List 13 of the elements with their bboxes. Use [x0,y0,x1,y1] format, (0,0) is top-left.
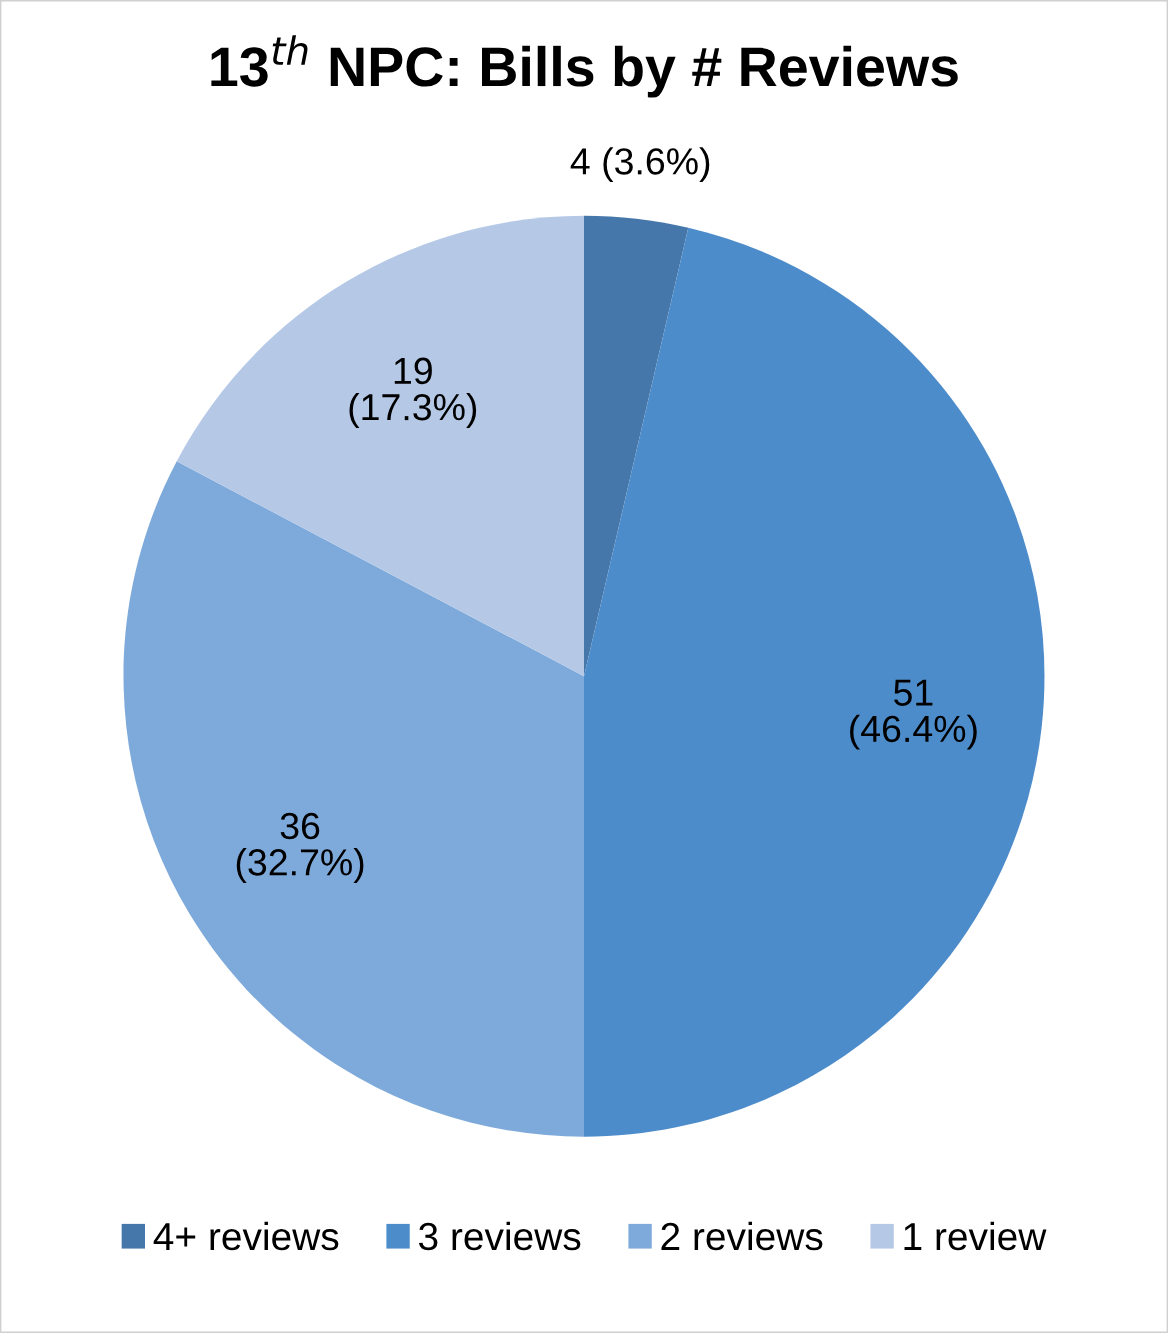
pie-slice [123,461,584,1137]
data-label: 4 (3.6%) [570,147,710,183]
pie-slice [176,215,584,677]
data-label: 51 (46.4%) [850,679,977,750]
data-label: 36 (32.7%) [236,812,364,884]
legend-label: 2 reviews [661,1221,823,1251]
legend-label: 1 review [904,1221,1047,1251]
legend-label: 3 reviews [418,1221,581,1251]
data-label: 19 (17.3%) [349,357,477,428]
pie-slice [584,227,1045,1137]
chart-title: 13$^{th}$ NPC: Bills by # Reviews [211,35,958,98]
legend-label: 4+ reviews [153,1221,339,1251]
pie-slice [584,215,689,677]
